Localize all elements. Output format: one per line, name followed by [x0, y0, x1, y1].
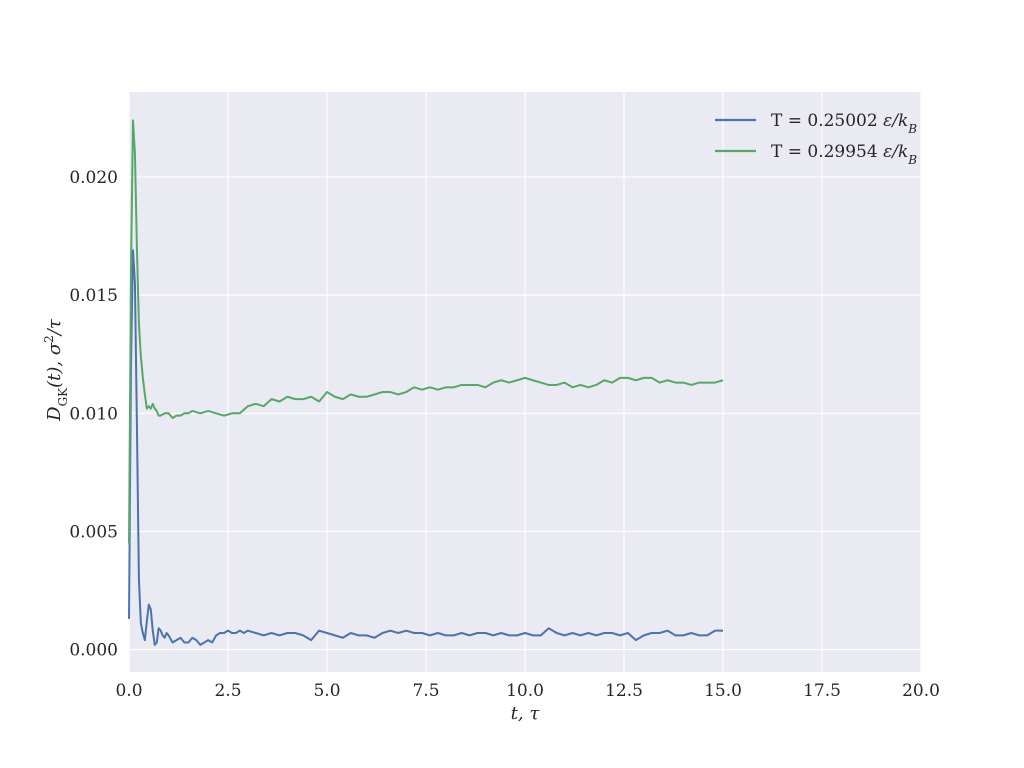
series-layer — [128, 119, 724, 646]
y-tick-label: 0.015 — [69, 286, 118, 306]
series-line-0 — [128, 249, 723, 646]
series-line-1 — [128, 119, 724, 544]
x-tick-label: 15.0 — [704, 681, 742, 701]
legend-label-0: T = 0.25002 ε/kB — [771, 111, 917, 136]
grid — [128, 92, 922, 672]
legend-label-1: T = 0.29954 ε/kB — [771, 142, 917, 167]
x-tick-label: 17.5 — [803, 681, 841, 701]
legend: T = 0.25002 ε/kB T = 0.29954 ε/kB — [715, 111, 917, 167]
x-tick-label: 5.0 — [313, 681, 340, 701]
y-tick-labels: 0.000 0.005 0.010 0.015 0.020 — [69, 168, 118, 661]
x-tick-label: 10.0 — [506, 681, 544, 701]
x-tick-label: 20.0 — [902, 681, 940, 701]
y-tick-label: 0.010 — [69, 404, 118, 424]
y-tick-label: 0.005 — [69, 522, 118, 542]
x-tick-label: 2.5 — [214, 681, 241, 701]
y-axis-label: DGK(t), σ2/τ — [42, 318, 70, 422]
y-tick-label: 0.000 — [69, 641, 118, 661]
x-tick-label: 0.0 — [115, 681, 142, 701]
x-tick-label: 12.5 — [605, 681, 643, 701]
x-tick-labels: 0.0 2.5 5.0 7.5 10.0 12.5 15.0 17.5 20.0 — [115, 681, 939, 701]
x-axis-label: t, τ — [511, 703, 541, 724]
x-tick-label: 7.5 — [412, 681, 439, 701]
y-tick-label: 0.020 — [69, 168, 118, 188]
